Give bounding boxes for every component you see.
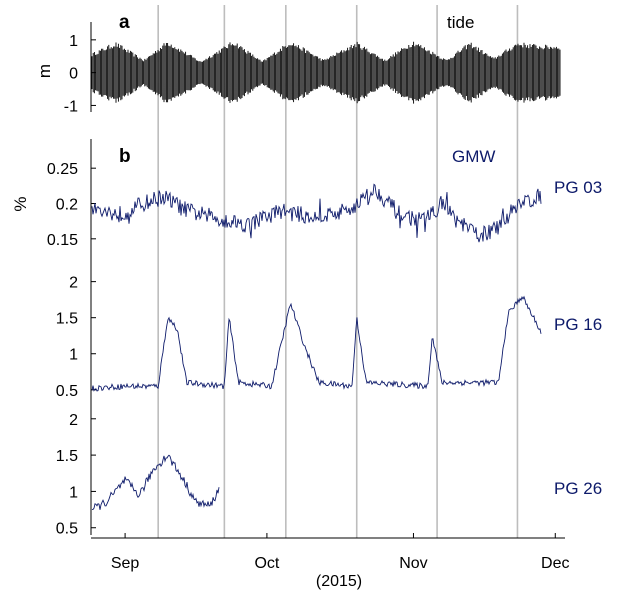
pg03-y-tick-label: 0.25: [47, 161, 78, 178]
x-tick-label: Nov: [399, 555, 427, 572]
tide-y-label: m: [35, 64, 54, 78]
pg03-y-tick-label: 0.15: [47, 232, 78, 249]
pg26-series-line: [91, 454, 220, 511]
pg03-series-label: PG 03: [554, 178, 602, 197]
tide-y-tick-label: 0: [69, 66, 78, 83]
pg26-series-label: PG 26: [554, 479, 602, 498]
tide-series-label: tide: [447, 13, 474, 32]
x-axis: Sep Oct Nov Dec (2015): [91, 533, 569, 590]
pg16-y-tick-label: 1: [69, 347, 78, 364]
tide-y-tick-label: -1: [64, 98, 78, 115]
pg16-series-line: [91, 295, 542, 392]
pg16-y-tick-label: 1.5: [56, 311, 78, 328]
pg26-y-tick-label: 1.5: [56, 448, 78, 465]
pg16-y-tick-label: 2: [69, 275, 78, 292]
pg26-y-tick-label: 2: [69, 412, 78, 429]
pg26-y-tick-label: 0.5: [56, 521, 78, 538]
tide-y-tick-label: 1: [69, 33, 78, 50]
pg03-series-line: [91, 183, 542, 243]
pg26-y-tick-label: 1: [69, 484, 78, 501]
panel-a-label: a: [119, 12, 130, 33]
pg03-y-label: %: [11, 196, 30, 211]
panel-b-gmw: b GMW% 0.15 0.2 0.25 PG 03 0.5 1 1.5 2 PG 16 0.5 1 1.…: [11, 139, 602, 538]
panel-a-tide: -1 0 1 m a tide: [35, 12, 561, 115]
x-tick-label: Dec: [541, 555, 569, 572]
pg16-y-tick-label: 0.5: [56, 383, 78, 400]
x-tick-label: Sep: [111, 555, 140, 572]
x-tick-label: Oct: [254, 555, 279, 572]
panel-b-label: b: [119, 146, 131, 167]
pg16-series-label: PG 16: [554, 315, 602, 334]
x-axis-label: (2015): [316, 573, 362, 590]
group-label: GMW: [452, 147, 495, 166]
tide-series-line: [91, 41, 561, 104]
pg03-y-tick-label: 0.2: [56, 197, 78, 214]
